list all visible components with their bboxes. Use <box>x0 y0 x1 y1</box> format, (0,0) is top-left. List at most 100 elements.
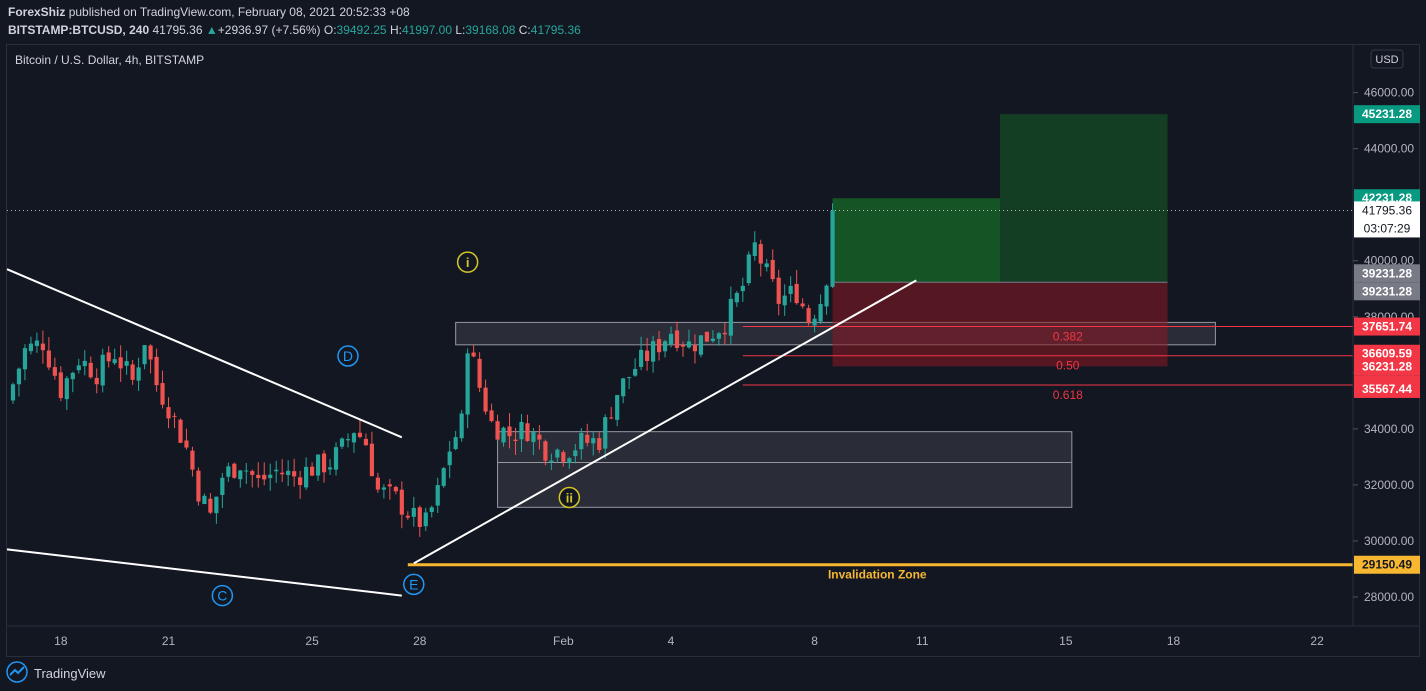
candle-down <box>609 417 614 419</box>
candle-up <box>603 417 608 449</box>
candle-down <box>172 415 177 417</box>
candle-down <box>130 364 135 380</box>
candle-up <box>112 359 117 364</box>
candle-up <box>746 254 751 284</box>
candle-up <box>567 458 572 464</box>
y-tick-label: 32000.00 <box>1364 478 1414 492</box>
author-name[interactable]: ForexShiz <box>8 5 66 19</box>
tradingview-brand[interactable]: TradingView <box>34 666 106 681</box>
candle-up <box>824 285 829 307</box>
price-axis-label: 36231.28 <box>1362 359 1412 373</box>
target-1-zone[interactable] <box>832 198 1001 283</box>
candle-down <box>722 332 727 335</box>
candle-up <box>423 512 428 527</box>
candle-up <box>28 343 34 352</box>
price-axis-label-box <box>1354 282 1420 301</box>
last-price: 41795.36 <box>152 23 203 37</box>
candle-up <box>782 295 787 306</box>
candle-down <box>674 330 680 348</box>
time-axis[interactable]: 18 21 25 28 Feb 4 8 11 15 18 22 <box>54 634 1324 648</box>
candle-down <box>46 350 51 368</box>
candle-down <box>178 419 183 443</box>
price-change: +2936.97 (+7.56%) <box>217 23 321 37</box>
candle-up <box>10 384 16 401</box>
candle-down <box>537 434 542 440</box>
candle-up <box>220 477 225 495</box>
candle-down <box>363 438 369 446</box>
candle-down <box>298 477 303 485</box>
candle-down <box>704 331 710 342</box>
candle-up <box>740 285 745 292</box>
pattern-label-circle <box>211 584 234 607</box>
candle-up <box>327 467 333 470</box>
low-label: L: <box>455 23 466 37</box>
low-value: 39168.08 <box>465 23 516 37</box>
fib-levels: 0.382 0.50 0.618 Invalidation Zone <box>7 209 1353 582</box>
pattern-label-circle <box>403 573 425 596</box>
candle-up <box>124 361 129 366</box>
currency-label[interactable]: USD <box>1375 54 1398 66</box>
candle-up <box>136 367 141 381</box>
price-axis-label: 37651.74 <box>1362 320 1412 334</box>
candle-down <box>692 344 698 352</box>
currency-button-box[interactable] <box>1370 49 1404 69</box>
chart-title: Bitcoin / U.S. Dollar, 4h, BITSTAMP <box>15 53 204 67</box>
candle-down <box>399 489 404 515</box>
trendlines[interactable] <box>6 268 917 597</box>
candle-down <box>393 486 398 492</box>
candle-up <box>788 285 793 294</box>
candle-up <box>639 349 644 367</box>
candle-down <box>489 410 494 422</box>
lower-wedge-line[interactable] <box>6 548 402 597</box>
x-tick-label: 18 <box>54 634 68 648</box>
candle-up <box>100 354 105 386</box>
last-price-box <box>1354 201 1420 238</box>
candle-down <box>40 343 45 351</box>
candle-up <box>34 340 40 347</box>
pattern-label-text: E <box>409 576 418 592</box>
y-tick-label: 30000.00 <box>1364 534 1414 548</box>
candle-up <box>345 439 351 441</box>
candle-up <box>76 365 81 371</box>
candle-up <box>668 333 674 345</box>
position-tool[interactable] <box>832 114 1168 367</box>
price-axis-label-box <box>1354 264 1420 283</box>
price-axis-label: 29150.49 <box>1362 558 1412 572</box>
candle-down <box>794 283 799 304</box>
candle-down <box>800 303 805 307</box>
candle-up <box>501 427 506 443</box>
candle-down <box>507 426 512 437</box>
y-tick-label: 34000.00 <box>1364 422 1414 436</box>
tradingview-logo-icon[interactable] <box>6 661 28 683</box>
publish-info: ForexShiz published on TradingView.com, … <box>8 5 410 19</box>
x-tick-label: 4 <box>668 634 675 648</box>
high-label: H: <box>389 23 402 37</box>
target-2-zone[interactable] <box>1000 114 1168 283</box>
candle-up <box>549 460 554 463</box>
rising-support-line[interactable] <box>413 279 917 565</box>
candle-down <box>292 471 297 477</box>
candle-up <box>818 304 823 322</box>
x-tick-label: 22 <box>1310 634 1324 648</box>
close-value: 41795.36 <box>530 23 581 37</box>
y-tick-label: 46000.00 <box>1364 86 1414 100</box>
candle-up <box>453 437 458 450</box>
price-axis[interactable]: 28000.0030000.0032000.0034000.0036000.00… <box>1353 86 1420 604</box>
candle-down <box>645 350 650 362</box>
candle-up <box>573 450 578 457</box>
candle-down <box>525 423 530 441</box>
price-axis-label-box <box>1354 317 1420 336</box>
candle-up <box>351 433 357 443</box>
currency-button[interactable]: USD <box>1370 49 1404 69</box>
last-price-label: 41795.36 <box>1362 203 1412 217</box>
upper-wedge-line[interactable] <box>6 268 403 439</box>
pattern-label-text: D <box>343 348 353 364</box>
candle-down <box>417 507 422 527</box>
candle-down <box>321 453 327 473</box>
candle-up <box>214 496 219 514</box>
candle-down <box>387 484 392 487</box>
candle-down <box>52 367 57 376</box>
candle-up <box>519 421 524 440</box>
stop-zone[interactable] <box>832 282 1168 367</box>
